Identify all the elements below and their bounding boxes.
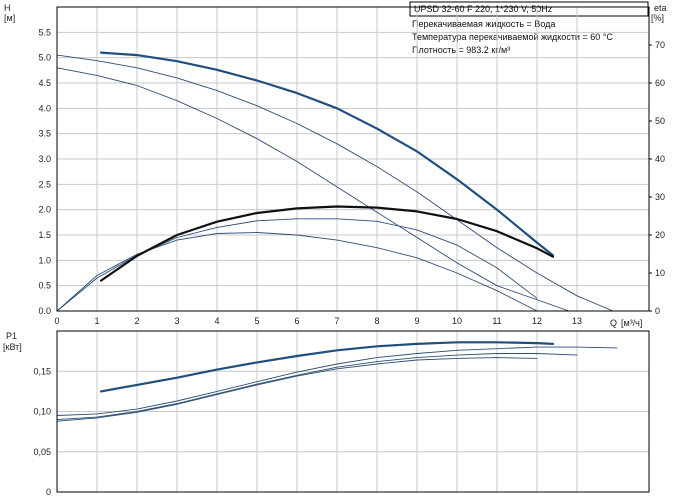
y-axis-unit-h: [м]: [4, 13, 15, 23]
y-tick-label: 4.0: [38, 103, 51, 113]
x-tick-label: 11: [492, 316, 501, 326]
y-tick-label: 1.0: [38, 255, 51, 265]
y2-axis-unit-eta: [%]: [651, 13, 664, 23]
info-liquid: Перекачиваемая жидкость = Вода: [412, 19, 555, 29]
y-tick-label: 5.0: [38, 53, 51, 63]
x-tick-label: 7: [334, 316, 339, 326]
info-density: Плотность = 983.2 кг/м³: [412, 45, 510, 55]
bottom-panel-ticks: 0 0,05 0,10 0,15: [33, 366, 51, 497]
y-tick-label: 4.5: [38, 78, 51, 88]
top-panel-grid: [57, 7, 649, 311]
y-tick-label: 0.5: [38, 281, 51, 291]
y-tick-label: 1.5: [38, 230, 51, 240]
x-tick-label: 9: [414, 316, 419, 326]
y2-tick-label: 30: [655, 192, 665, 202]
top-panel-series: [56, 51, 614, 312]
y2-tick-label: 20: [655, 230, 665, 240]
y2-tick-label: 40: [655, 154, 665, 164]
y-axis-label-h: H: [4, 3, 11, 13]
y2-axis-label-eta: eta: [654, 3, 667, 13]
chart-title: UPSD 32-60 F 220, 1*230 V, 50Hz: [414, 4, 553, 14]
y-axis-label-p1: P1: [6, 331, 17, 341]
x-tick-label: 4: [214, 316, 219, 326]
p1-tick-label: 0: [46, 487, 51, 497]
y-tick-label: 2.0: [38, 205, 51, 215]
h-curve-2: [56, 67, 570, 312]
x-tick-label: 5: [254, 316, 259, 326]
x-tick-label: 1: [94, 316, 99, 326]
y-tick-label: 3.0: [38, 154, 51, 164]
p1-tick-label: 0,10: [33, 407, 51, 417]
y-tick-label: 5.5: [38, 27, 51, 37]
x-tick-label: 13: [572, 316, 582, 326]
y-tick-label: 3.5: [38, 129, 51, 139]
x-tick-label: 12: [532, 316, 542, 326]
y2-tick-label: 10: [655, 268, 665, 278]
x-tick-label: 6: [294, 316, 299, 326]
h-curve-4: [56, 232, 538, 312]
panel-frames: [56, 6, 650, 493]
bottom-panel-grid: [57, 331, 649, 492]
x-tick-label: 10: [452, 316, 462, 326]
x-tick-label: 8: [374, 316, 379, 326]
info-temperature: Температура перекачиваемой жидкости = 60…: [412, 32, 613, 42]
eta-curve-5: [99, 205, 555, 282]
p1-tick-label: 0,15: [33, 366, 51, 376]
bottom-panel-frame: [56, 330, 650, 493]
y-tick-label: 2.5: [38, 179, 51, 189]
h-curve-1: [56, 54, 614, 312]
p1-curve-1: [56, 346, 618, 416]
header-title-box: UPSD 32-60 F 220, 1*230 V, 50Hz: [409, 1, 649, 17]
bottom-panel-series: [56, 341, 618, 422]
y2-tick-label: 0: [655, 306, 660, 316]
y2-tick-label: 70: [655, 40, 665, 50]
x-tick-label: 3: [174, 316, 179, 326]
y2-tick-label: 50: [655, 116, 665, 126]
y-axis-unit-p1: [кВт]: [3, 342, 22, 352]
p1-tick-label: 0,05: [33, 447, 51, 457]
x-tick-label: 2: [134, 316, 139, 326]
top-panel-frame: [56, 6, 650, 312]
p1-curve-3: [56, 357, 538, 422]
x-tick-label: 0: [54, 316, 59, 326]
y-tick-label: 0.0: [38, 306, 51, 316]
top-panel-ticks: 0 1 2 3 4 5 6 7 8 9 10 11 12 130.00.51.01.52.02.53.03…: [38, 27, 665, 326]
h-curve-0: [99, 51, 555, 257]
x-axis-unit-q: [м³/ч]: [621, 318, 642, 328]
p1-curve-0: [99, 341, 555, 393]
y2-tick-label: 60: [655, 78, 665, 88]
p1-curve-2: [56, 353, 578, 421]
x-axis-label-q: Q: [610, 318, 617, 328]
